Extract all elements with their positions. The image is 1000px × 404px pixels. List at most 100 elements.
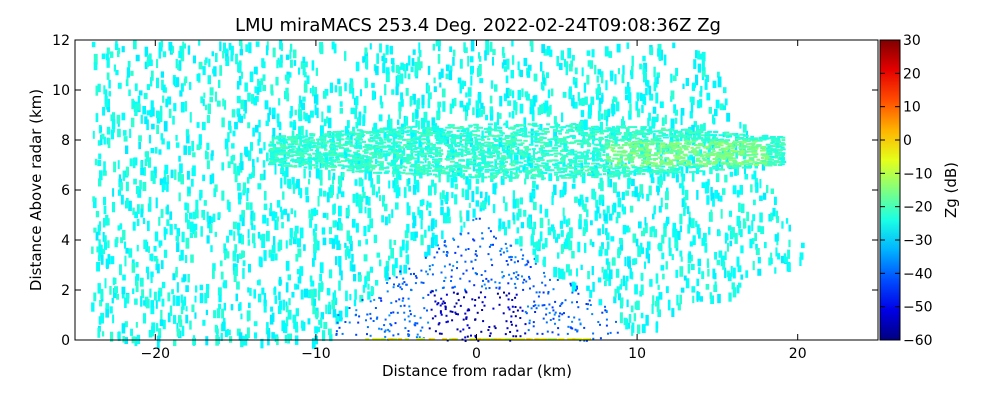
cloud-pixel [506,174,510,177]
echo-pixel [305,187,309,196]
echo-pixel [598,152,602,158]
echo-pixel [226,199,230,210]
echo-pixel [463,221,466,228]
cloud-pixel [573,153,578,156]
echo-pixel [144,158,148,167]
echo-pixel [263,142,266,151]
echo-pixel [274,253,278,261]
echo-pixel [571,183,576,189]
echo-pixel [413,272,415,275]
echo-pixel [475,100,480,109]
echo-pixel [459,277,462,280]
cloud-pixel [286,154,290,157]
cloud-pixel [500,166,506,169]
cloud-pixel [599,145,604,148]
cloud-pixel [446,155,452,158]
cloud-pixel [532,135,537,138]
echo-pixel [110,256,115,265]
echo-pixel [605,324,608,327]
echo-pixel [407,297,410,300]
cloud-pixel [434,159,438,162]
echo-pixel [406,63,409,71]
echo-pixel [144,116,148,125]
echo-pixel [443,212,447,224]
echo-pixel [476,311,479,314]
echo-pixel [736,164,739,176]
cloud-pixel [641,173,646,175]
echo-pixel [553,116,557,124]
echo-pixel [290,59,293,68]
echo-pixel [331,238,335,249]
echo-pixel [760,226,765,235]
echo-pixel [492,49,496,55]
cloud-pixel [510,138,517,141]
cloud-pixel [732,151,738,154]
echo-pixel [406,205,411,216]
cloud-pixel [323,160,329,163]
echo-pixel [407,315,410,318]
echo-pixel [716,259,721,266]
echo-pixel [479,245,482,248]
echo-pixel [340,191,345,198]
echo-pixel [156,110,160,119]
echo-pixel [313,288,317,298]
echo-pixel [311,60,315,71]
echo-pixel [313,298,317,306]
echo-pixel [312,85,314,97]
echo-pixel [785,218,789,224]
echo-pixel [213,310,217,319]
echo-pixel [664,157,667,164]
cloud-pixel [382,150,389,153]
echo-pixel [703,122,706,131]
chart-title: LMU miraMACS 253.4 Deg. 2022-02-24T09:08… [235,15,721,36]
echo-pixel [263,203,268,211]
echo-pixel [206,160,210,170]
echo-pixel [554,311,557,314]
echo-pixel [529,107,533,115]
echo-pixel [535,184,539,190]
echo-pixel [540,61,543,72]
echo-pixel [714,108,718,117]
echo-pixel [365,319,367,322]
echo-pixel [742,124,747,133]
echo-pixel [537,107,542,116]
echo-pixel [314,326,318,334]
echo-pixel [105,303,110,309]
cloud-pixel [550,138,556,141]
echo-pixel [648,112,651,121]
echo-pixel [273,236,276,247]
echo-pixel [453,285,456,288]
echo-pixel [774,234,779,242]
echo-pixel [529,40,534,47]
cloud-pixel [665,163,672,166]
echo-pixel [493,235,495,238]
echo-pixel [643,62,648,73]
echo-pixel [155,300,158,309]
echo-pixel [610,74,614,82]
echo-pixel [445,64,450,72]
cloud-pixel [733,140,738,143]
echo-pixel [335,330,338,333]
echo-pixel [379,95,382,105]
echo-pixel [740,203,745,213]
echo-pixel [200,96,204,104]
cloud-pixel [573,163,579,166]
echo-pixel [608,269,613,280]
cloud-pixel [330,142,336,145]
echo-pixel [350,133,353,143]
echo-pixel [512,310,515,313]
cloud-pixel [394,151,401,154]
cloud-pixel [371,154,378,157]
cloud-pixel [338,133,343,136]
echo-pixel [156,114,161,124]
cloud-pixel [437,153,444,156]
echo-pixel [439,192,442,200]
cloud-pixel [364,131,368,133]
echo-pixel [453,97,457,107]
echo-pixel [570,60,574,67]
echo-pixel [750,184,753,193]
cloud-pixel [637,156,642,159]
echo-pixel [561,301,564,304]
echo-pixel [376,316,379,319]
echo-pixel [435,40,438,47]
